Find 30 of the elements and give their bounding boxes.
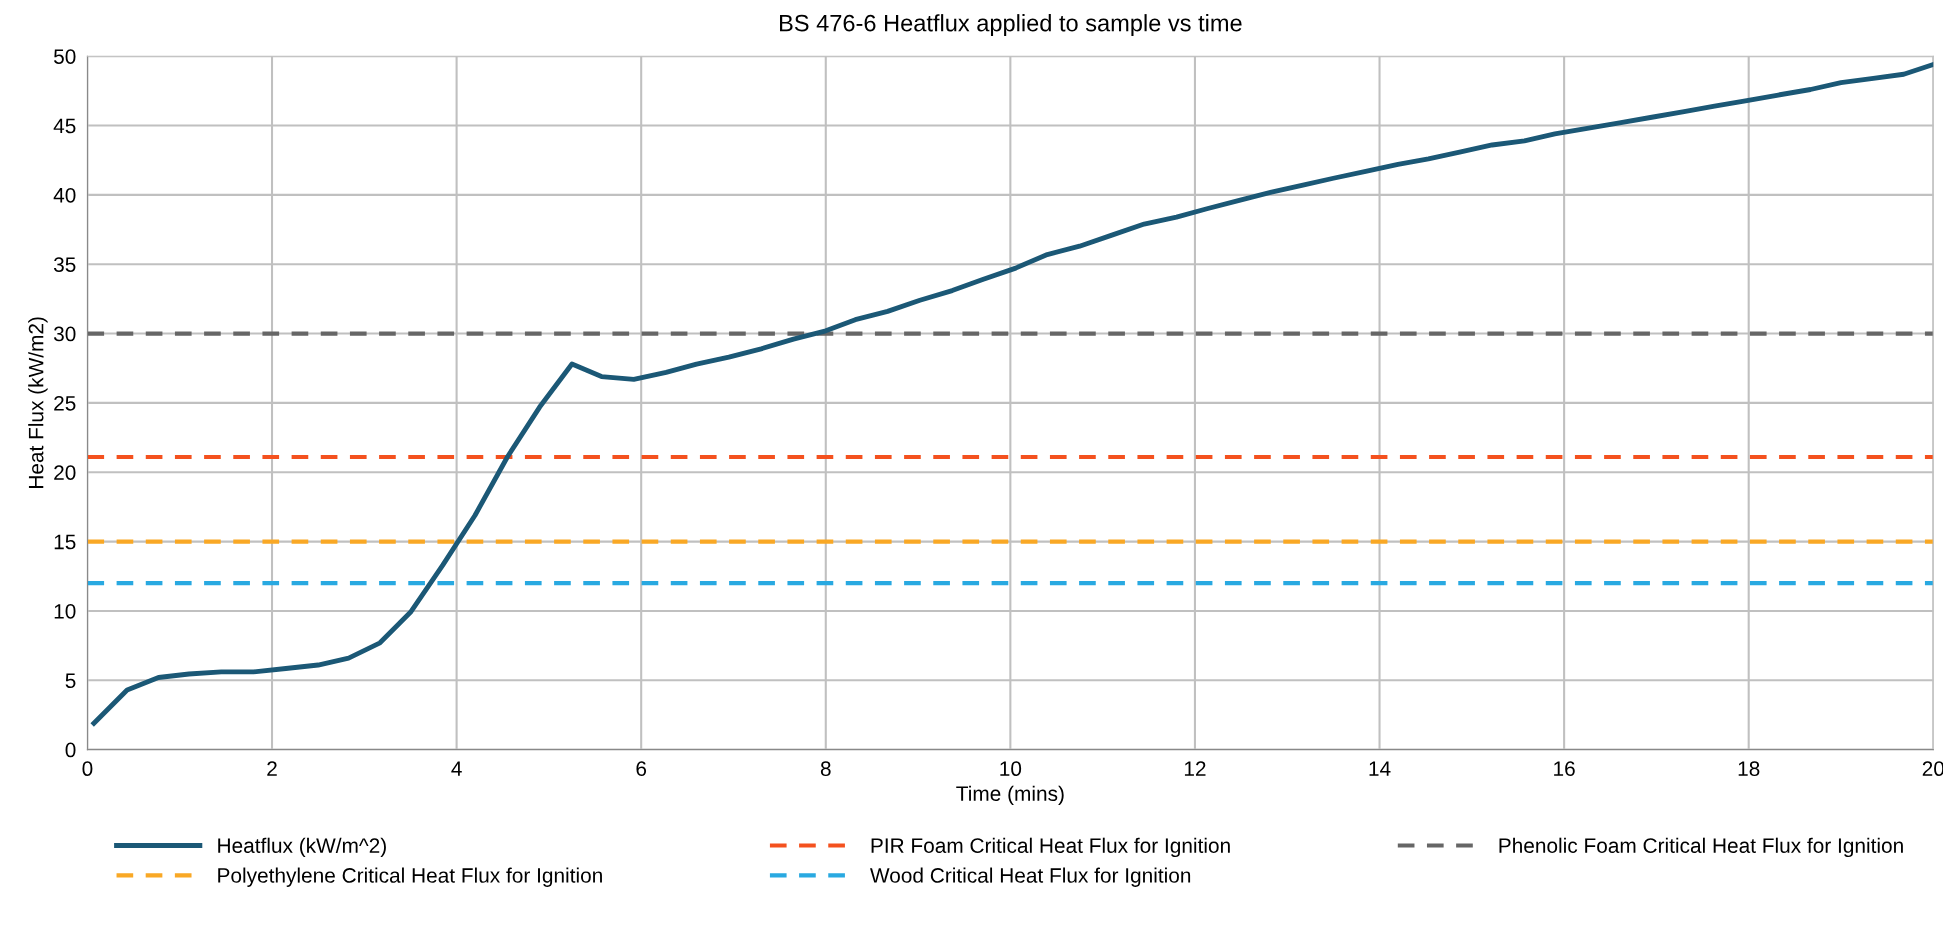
legend-label: Heatflux (kW/m^2) [218, 837, 386, 858]
legend-label: PIR Foam Critical Heat Flux for Ignition [871, 837, 1230, 858]
x-tick-label: 10 [1000, 761, 1022, 777]
y-tick-label: 5 [65, 673, 76, 689]
x-tick-label: 8 [820, 761, 831, 777]
x-tick-label: 12 [1184, 761, 1206, 776]
y-tick-label: 35 [53, 257, 76, 272]
x-tick-label: 2 [267, 761, 277, 776]
y-tick-label: 15 [54, 534, 76, 550]
x-tick-label: 4 [451, 761, 462, 776]
x-tick-label: 6 [636, 761, 647, 777]
x-tick-label: 14 [1369, 761, 1391, 776]
x-axis-title: Time (mins) [956, 785, 1064, 806]
legend-label: Polyethylene Critical Heat Flux for Ignition [218, 867, 602, 887]
x-tick-label: 18 [1738, 761, 1760, 777]
y-tick-label: 0 [65, 742, 76, 758]
legend-label: Phenolic Foam Critical Heat Flux for Ignition [1499, 837, 1903, 858]
y-tick-label: 40 [53, 187, 76, 203]
y-tick-label: 30 [53, 326, 76, 342]
chart-title: BS 476-6 Heatflux applied to sample vs time [780, 14, 1242, 37]
legend-label: Wood Critical Heat Flux for Ignition [870, 867, 1191, 887]
y-tick-label: 10 [54, 603, 76, 619]
y-tick-label: 20 [54, 465, 76, 480]
y-axis-title: Heat Flux (kW/m2) [28, 317, 48, 489]
y-tick-label: 25 [54, 395, 76, 411]
x-tick-label: 0 [82, 761, 93, 777]
x-tick-label: 16 [1554, 761, 1575, 777]
y-tick-label: 50 [53, 49, 76, 64]
y-tick-label: 45 [53, 118, 76, 134]
line-series [91, 62, 1934, 726]
